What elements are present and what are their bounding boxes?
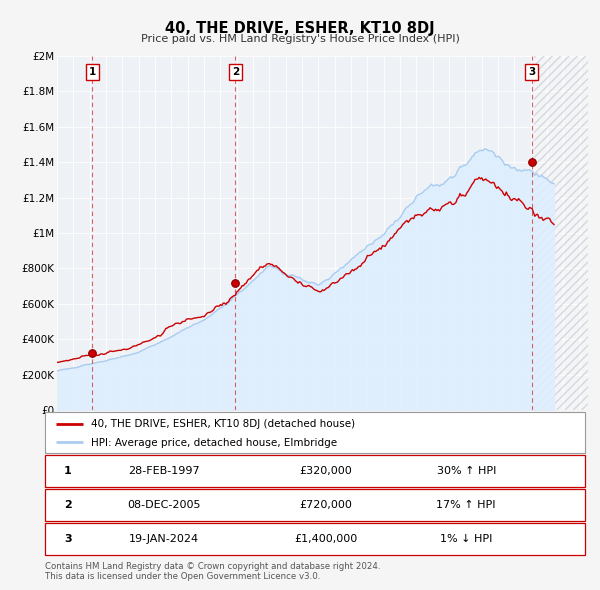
Text: 1: 1 bbox=[64, 466, 71, 476]
Text: 08-DEC-2005: 08-DEC-2005 bbox=[127, 500, 200, 510]
FancyBboxPatch shape bbox=[45, 412, 585, 453]
Text: £720,000: £720,000 bbox=[299, 500, 352, 510]
Text: 2: 2 bbox=[232, 67, 239, 77]
Text: £320,000: £320,000 bbox=[299, 466, 352, 476]
Text: Price paid vs. HM Land Registry's House Price Index (HPI): Price paid vs. HM Land Registry's House … bbox=[140, 34, 460, 44]
Text: Contains HM Land Registry data © Crown copyright and database right 2024.
This d: Contains HM Land Registry data © Crown c… bbox=[45, 562, 380, 581]
Text: 1: 1 bbox=[89, 67, 96, 77]
Text: £1,400,000: £1,400,000 bbox=[294, 535, 358, 544]
Text: 19-JAN-2024: 19-JAN-2024 bbox=[129, 535, 199, 544]
FancyBboxPatch shape bbox=[45, 489, 585, 521]
Text: 28-FEB-1997: 28-FEB-1997 bbox=[128, 466, 200, 476]
Text: 3: 3 bbox=[64, 535, 71, 544]
FancyBboxPatch shape bbox=[45, 455, 585, 487]
Text: 40, THE DRIVE, ESHER, KT10 8DJ (detached house): 40, THE DRIVE, ESHER, KT10 8DJ (detached… bbox=[91, 419, 355, 429]
Polygon shape bbox=[533, 56, 588, 410]
Text: 3: 3 bbox=[528, 67, 535, 77]
Text: 17% ↑ HPI: 17% ↑ HPI bbox=[436, 500, 496, 510]
Text: HPI: Average price, detached house, Elmbridge: HPI: Average price, detached house, Elmb… bbox=[91, 438, 337, 447]
FancyBboxPatch shape bbox=[45, 523, 585, 555]
Text: 1% ↓ HPI: 1% ↓ HPI bbox=[440, 535, 493, 544]
Text: 30% ↑ HPI: 30% ↑ HPI bbox=[437, 466, 496, 476]
Text: 40, THE DRIVE, ESHER, KT10 8DJ: 40, THE DRIVE, ESHER, KT10 8DJ bbox=[165, 21, 435, 35]
Text: 2: 2 bbox=[64, 500, 71, 510]
